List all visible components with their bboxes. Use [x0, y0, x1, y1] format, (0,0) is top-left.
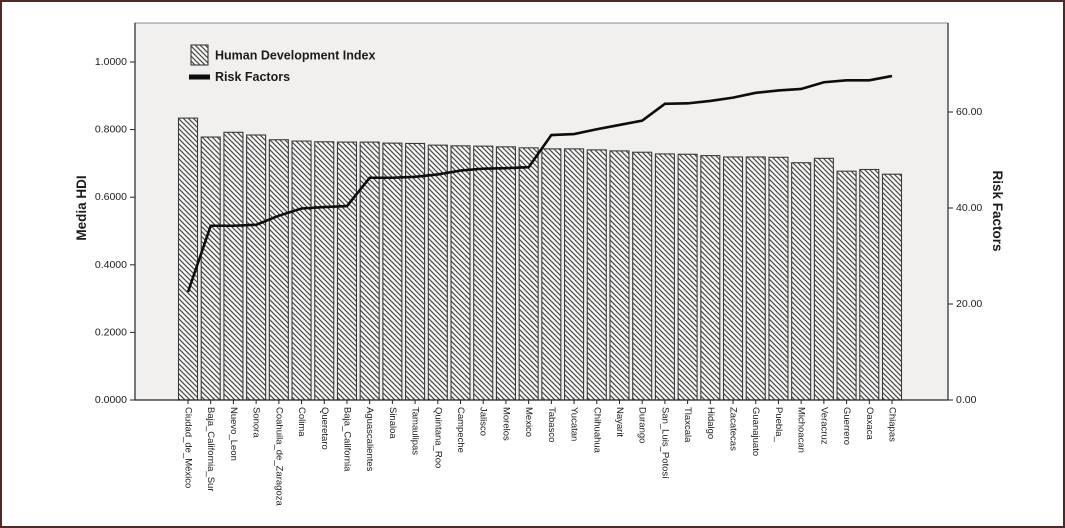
x-axis-category-label: Hidalgo — [705, 407, 716, 439]
hdi-bar — [382, 142, 403, 401]
hdi-bar — [246, 134, 267, 401]
hdi-bar — [654, 153, 675, 401]
hdi-bar — [314, 141, 335, 401]
x-axis-category-label: Durango — [637, 407, 648, 443]
hdi-bar — [450, 145, 471, 401]
hdi-bar — [881, 173, 903, 401]
risk-factors-line — [186, 74, 893, 293]
x-axis-category-label: Yucatan — [569, 407, 580, 441]
hdi-bar — [473, 145, 494, 401]
hdi-bar — [700, 155, 721, 401]
hdi-bar — [223, 131, 244, 401]
hdi-bar — [405, 142, 426, 401]
x-axis-category-label: Tabasco — [546, 407, 557, 442]
left-axis-title: Media HDI — [74, 175, 89, 240]
y-axis-left-tick-label: 0.8000 — [95, 124, 127, 136]
x-axis-category-label: Colima — [296, 407, 307, 437]
x-axis-category-label: Coahuila_de_Zaragoza — [273, 407, 284, 506]
x-axis-category-label: Queretaro — [319, 407, 330, 450]
hdi-bar — [541, 148, 562, 401]
hdi-bar — [791, 162, 812, 401]
y-axis-left-tick-label: 1.0000 — [95, 56, 127, 68]
hdi-bar — [745, 156, 766, 401]
hdi-bar — [518, 147, 539, 401]
hdi-bar — [336, 141, 358, 401]
x-axis-category-label: Tamaulipas — [410, 407, 421, 455]
y-axis-right-tick-label: 40.00 — [956, 202, 982, 214]
y-axis-left-tick-label: 0.2000 — [95, 326, 127, 338]
x-axis-category-label: Nayarit — [614, 407, 625, 437]
x-axis-category-label: Sonora — [251, 407, 262, 438]
x-axis-category-label: Quintana_Roo — [432, 407, 443, 468]
x-axis-category-label: Guerrero — [841, 407, 852, 445]
legend-hdi-label: Human Development Index — [215, 49, 375, 63]
x-axis-category-label: Baja_California_Sur — [205, 407, 216, 492]
x-axis-category-label: Veracruz — [818, 407, 829, 445]
hdi-bar — [291, 140, 312, 401]
x-axis-category-label: Puebla_ — [773, 407, 784, 443]
y-axis-left-tick-label: 0.6000 — [95, 191, 127, 203]
hdi-bar — [768, 156, 789, 401]
hdi-bar — [722, 156, 744, 401]
hdi-bar — [564, 148, 585, 401]
hdi-bar — [677, 153, 698, 401]
hdi-bar — [609, 150, 630, 401]
x-axis-category-label: Michoacan — [796, 407, 807, 453]
x-axis-category-label: Ciudad_de_México — [183, 407, 194, 488]
right-axis-title: Risk Factors — [990, 170, 1005, 251]
hdi-bar — [495, 146, 516, 401]
x-axis-category-label: Zacatecas — [728, 407, 739, 451]
hdi-bar — [586, 149, 607, 401]
x-axis-category-label: Tlaxcala — [682, 407, 693, 443]
x-axis-category-label: Guanajuato — [750, 407, 761, 456]
hdi-bar — [177, 117, 199, 401]
x-axis-category-label: Nuevo_Leon — [228, 407, 239, 461]
x-axis-category-label: Mexico — [523, 407, 534, 437]
hdi-bar — [836, 170, 857, 401]
legend-hdi-swatch — [190, 44, 209, 66]
x-axis-category-label: Campeche — [455, 407, 466, 453]
hdi-bar — [632, 151, 653, 401]
y-axis-right-tick-label: 60.00 — [956, 106, 982, 118]
x-axis-category-label: Chiapas — [887, 407, 898, 442]
hdi-bar — [200, 136, 221, 401]
y-axis-right-tick-label: 20.00 — [956, 298, 982, 310]
x-axis-category-label: Oaxaca — [864, 407, 875, 440]
hdi-bar — [813, 157, 834, 401]
x-axis-category-label: San_Luis_Potosí — [659, 407, 670, 479]
y-axis-right-tick-label: 0.00 — [956, 394, 977, 406]
hdi-bar — [359, 141, 380, 401]
hdi-bar — [268, 139, 289, 401]
x-axis-category-label: Chihuahua — [591, 407, 602, 454]
x-axis-category-label: Aguascalientes — [364, 407, 375, 472]
x-axis-category-label: Morelos — [500, 407, 511, 441]
y-axis-left-tick-label: 0.4000 — [95, 259, 127, 271]
hdi-bar — [859, 168, 880, 401]
legend-risk-label: Risk Factors — [215, 70, 290, 84]
hdi-bar — [427, 144, 448, 401]
y-axis-left-tick-label: 0.0000 — [95, 394, 127, 406]
x-axis-category-label: Sinaloa — [387, 407, 398, 439]
x-axis-category-label: Baja_California — [341, 407, 352, 472]
x-axis-category-label: Jalisco — [478, 407, 489, 436]
